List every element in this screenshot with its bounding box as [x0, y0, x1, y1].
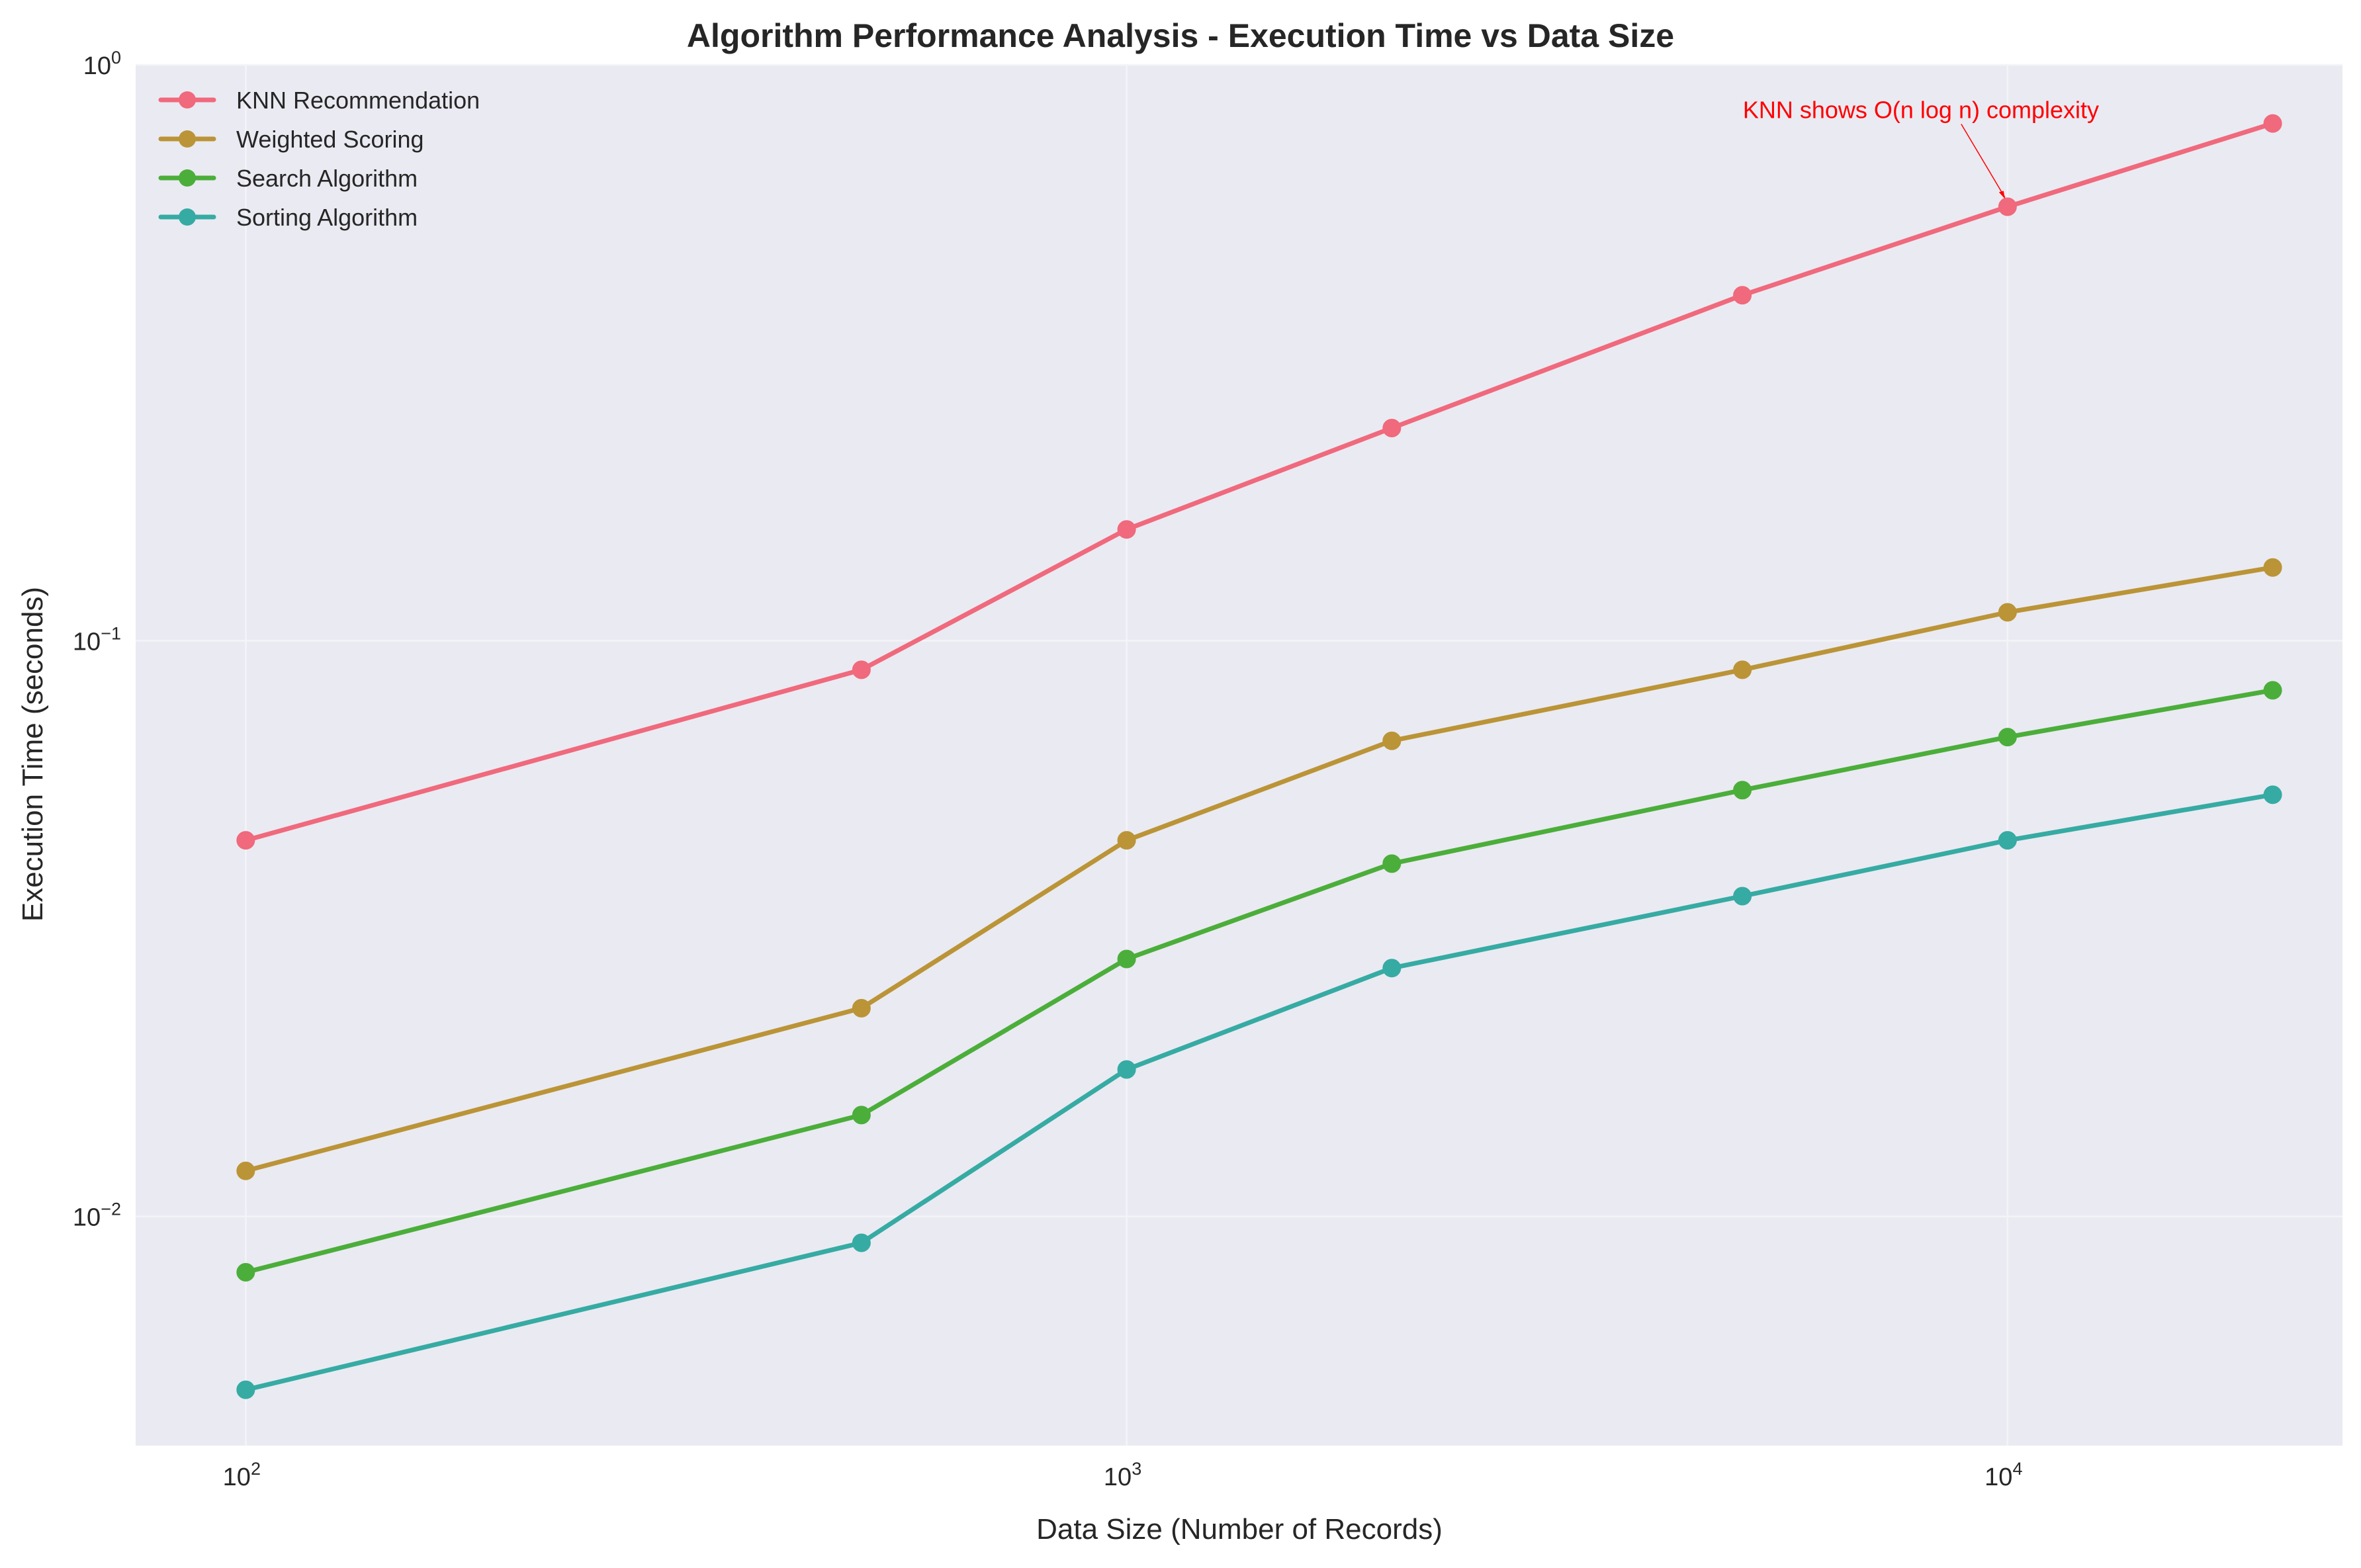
chart-title: Algorithm Performance Analysis - Executi…: [687, 17, 1674, 54]
tick-labels: 102 103 104 10−2 10−1 100: [73, 48, 2023, 1491]
grid-lines: [136, 64, 2342, 1446]
data-point: [852, 1233, 871, 1252]
legend-swatch-marker: [179, 169, 196, 187]
legend-item: Search Algorithm: [158, 165, 418, 192]
data-point: [236, 831, 255, 850]
x-tick-label: 103: [1104, 1459, 1141, 1491]
series-search-algorithm: [236, 681, 2282, 1282]
y-axis-label: Execution Time (seconds): [17, 587, 49, 922]
data-point: [1117, 520, 1136, 539]
data-point: [852, 998, 871, 1018]
data-point: [1733, 286, 1752, 305]
data-point: [1117, 1060, 1136, 1079]
y-tick-label: 100: [83, 48, 121, 80]
data-point: [852, 660, 871, 679]
data-point: [2263, 785, 2282, 805]
legend-swatch-marker: [179, 130, 196, 148]
legend-label: Search Algorithm: [236, 165, 418, 192]
data-point: [1998, 831, 2017, 850]
series-weighted-scoring: [236, 558, 2282, 1180]
data-point: [1998, 197, 2017, 216]
y-tick-label: 10−2: [73, 1199, 121, 1232]
data-point: [1117, 831, 1136, 850]
x-axis-label: Data Size (Number of Records): [1036, 1513, 1443, 1546]
data-point: [2263, 114, 2282, 133]
series-lines: [236, 114, 2282, 1399]
data-point: [1998, 603, 2017, 622]
legend-item: KNN Recommendation: [158, 87, 480, 114]
data-point: [1382, 418, 1402, 437]
data-point: [852, 1106, 871, 1125]
data-point: [2263, 558, 2282, 577]
data-point: [2263, 681, 2282, 700]
annotation-text: KNN shows O(n log n) complexity: [1743, 96, 2099, 123]
legend-label: Weighted Scoring: [236, 126, 424, 153]
data-point: [1382, 731, 1402, 750]
x-tick-label: 102: [223, 1459, 261, 1491]
data-point: [1733, 660, 1752, 679]
plot-area: [136, 65, 2342, 1446]
series-sorting-algorithm: [236, 785, 2282, 1399]
legend: KNN Recommendation Weighted Scoring Search…: [158, 87, 480, 231]
legend-item: Sorting Algorithm: [158, 204, 418, 231]
legend-swatch-marker: [179, 91, 196, 109]
legend-swatch-marker: [179, 208, 196, 226]
data-point: [236, 1263, 255, 1282]
y-tick-label: 10−1: [73, 623, 121, 656]
x-tick-label: 104: [1984, 1459, 2022, 1491]
data-point: [1382, 854, 1402, 873]
data-point: [236, 1380, 255, 1399]
legend-label: KNN Recommendation: [236, 87, 480, 114]
legend-label: Sorting Algorithm: [236, 204, 418, 231]
annotation: KNN shows O(n log n) complexity: [1743, 96, 2099, 199]
series-knn-recommendation: [236, 114, 2282, 850]
legend-item: Weighted Scoring: [158, 126, 424, 153]
data-point: [1117, 949, 1136, 969]
data-point: [1733, 781, 1752, 800]
data-point: [1998, 728, 2017, 747]
data-point: [236, 1161, 255, 1180]
annotation-arrowhead: [1998, 191, 2005, 199]
data-point: [1733, 887, 1752, 906]
annotation-arrow: [1961, 124, 2006, 198]
data-point: [1382, 959, 1402, 978]
